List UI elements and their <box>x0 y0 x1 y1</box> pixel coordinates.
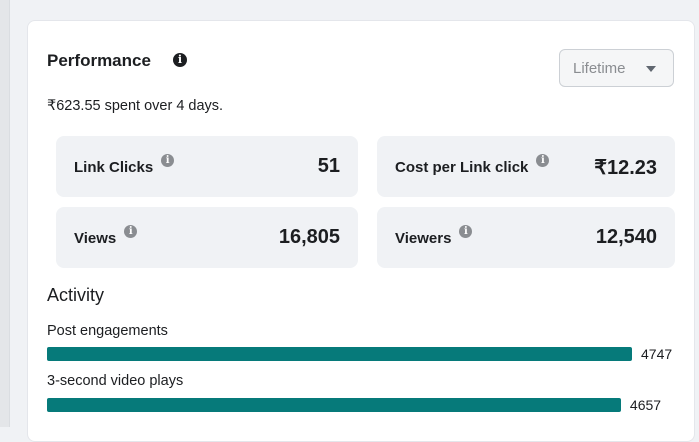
info-icon[interactable]: i <box>173 53 187 67</box>
period-dropdown-value: Lifetime <box>573 59 626 77</box>
bar-label: Post engagements <box>47 323 168 339</box>
bar-post-engagements <box>47 347 632 361</box>
metric-label: Viewers <box>395 230 452 247</box>
metric-cost-per-link-click: Cost per Link click i ₹12.23 <box>377 136 675 197</box>
metric-label: Link Clicks <box>74 159 154 176</box>
metric-label: Cost per Link click <box>395 159 529 176</box>
metric-value: ₹12.23 <box>594 157 657 179</box>
page-title: Performance <box>47 51 151 70</box>
metric-value: 16,805 <box>278 226 340 248</box>
activity-heading: Activity <box>47 285 105 305</box>
caret-down-icon <box>646 66 656 72</box>
info-icon[interactable]: i <box>161 154 175 167</box>
metric-link-clicks: Link Clicks i 51 <box>56 136 358 197</box>
bar-label: 3-second video plays <box>47 373 184 389</box>
bar-3-second-video-plays <box>47 398 621 412</box>
metric-viewers: Viewers i 12,540 <box>377 207 675 268</box>
bar-value: 4747 <box>641 346 673 362</box>
performance-card: Performance i Lifetime ₹623.55 spent ove… <box>27 20 695 442</box>
info-icon[interactable]: i <box>124 225 138 238</box>
left-panel-edge <box>0 0 10 427</box>
spent-summary: ₹623.55 spent over 4 days. <box>47 98 224 114</box>
period-dropdown[interactable]: Lifetime <box>559 49 674 87</box>
info-icon[interactable]: i <box>536 154 550 167</box>
bar-value: 4657 <box>629 397 662 413</box>
metric-value: 51 <box>317 155 340 177</box>
metric-value: 12,540 <box>595 226 657 248</box>
metric-label: Views <box>74 230 117 247</box>
info-icon[interactable]: i <box>459 225 473 238</box>
metric-views: Views i 16,805 <box>56 207 358 268</box>
